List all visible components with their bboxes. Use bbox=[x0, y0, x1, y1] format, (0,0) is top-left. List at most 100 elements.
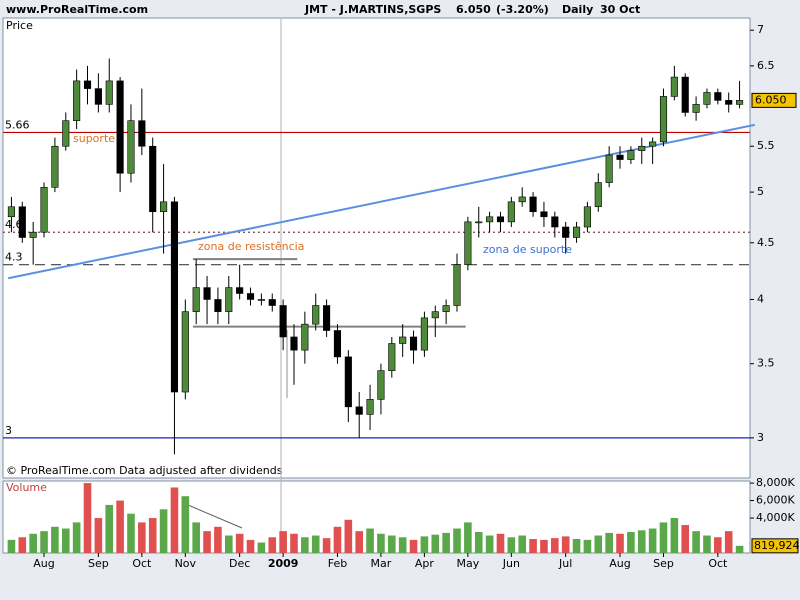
period: Daily bbox=[562, 3, 593, 16]
candle-body bbox=[83, 80, 92, 89]
candle-body bbox=[257, 299, 265, 301]
volume-bar bbox=[40, 531, 48, 553]
candle-body bbox=[551, 216, 559, 228]
volume-bar bbox=[148, 518, 157, 553]
candle-body bbox=[236, 287, 244, 294]
y-tick-label: 3.5 bbox=[757, 357, 775, 370]
volume-bar bbox=[627, 532, 635, 553]
candle-body bbox=[127, 120, 135, 174]
candle-body bbox=[225, 287, 233, 312]
candle-body bbox=[572, 226, 581, 238]
y-tick-label: 4 bbox=[757, 292, 764, 305]
candle-body bbox=[181, 311, 189, 393]
candle-body bbox=[214, 299, 222, 312]
candle-body bbox=[453, 264, 461, 306]
candle-body bbox=[333, 330, 342, 358]
volume-bar bbox=[83, 483, 92, 553]
candle-body bbox=[420, 317, 428, 351]
price-label: Price bbox=[6, 19, 33, 32]
candle-body bbox=[659, 96, 668, 143]
candle-body bbox=[138, 120, 146, 147]
x-tick-label: Sep bbox=[88, 557, 109, 570]
volume-bar bbox=[72, 522, 81, 553]
date: 30 Oct bbox=[600, 3, 640, 16]
y-tick-label: 6.5 bbox=[757, 59, 775, 72]
volume-bar bbox=[235, 533, 244, 553]
level-label: 5.66 bbox=[5, 118, 30, 131]
candle-body bbox=[431, 311, 439, 319]
x-tick-label: Aug bbox=[609, 557, 630, 570]
volume-bar bbox=[485, 535, 494, 553]
volume-bar bbox=[453, 528, 461, 553]
candle-body bbox=[627, 150, 635, 160]
volume-tick-label: 4,000K bbox=[756, 511, 795, 524]
candle-body bbox=[268, 299, 276, 306]
volume-bar bbox=[496, 533, 505, 553]
volume-bar bbox=[431, 534, 440, 553]
volume-bar bbox=[61, 528, 70, 553]
volume-panel bbox=[2, 480, 751, 554]
volume-bar bbox=[159, 509, 168, 553]
y-tick-label: 5 bbox=[757, 185, 764, 198]
last-volume-label: 819,924 bbox=[754, 539, 800, 552]
candle-body bbox=[29, 231, 37, 238]
volume-bar bbox=[442, 532, 450, 553]
candle-body bbox=[529, 196, 537, 213]
volume-bar bbox=[670, 518, 679, 553]
volume-bar bbox=[735, 545, 744, 553]
y-tick-label: 5.5 bbox=[757, 139, 775, 152]
volume-bar bbox=[301, 537, 309, 553]
volume-bar bbox=[268, 537, 277, 553]
x-tick-label: Dec bbox=[229, 557, 250, 570]
volume-bar bbox=[170, 487, 179, 553]
volume-bar bbox=[616, 533, 624, 553]
volume-bar bbox=[105, 504, 114, 553]
candle-body bbox=[355, 406, 363, 415]
volume-bar bbox=[246, 539, 255, 553]
candle-body bbox=[725, 100, 733, 105]
candle-body bbox=[649, 141, 657, 147]
volume-bar bbox=[398, 537, 407, 553]
site: www.ProRealTime.com bbox=[6, 3, 148, 16]
candle-body bbox=[692, 104, 700, 113]
candle-body bbox=[670, 76, 678, 97]
volume-bar bbox=[583, 539, 592, 553]
volume-bar bbox=[344, 519, 353, 553]
last-price-box bbox=[751, 92, 797, 108]
candle-body bbox=[366, 399, 374, 415]
volume-bar bbox=[377, 533, 385, 553]
candle-body bbox=[594, 182, 602, 208]
volume-bar bbox=[637, 530, 646, 553]
volume-bar bbox=[279, 531, 287, 553]
candle-body bbox=[377, 370, 385, 400]
level-label: 4.3 bbox=[5, 251, 23, 264]
candle-body bbox=[605, 154, 613, 183]
candle-body bbox=[62, 120, 70, 147]
volume-bar bbox=[464, 522, 472, 553]
x-tick-label: Mar bbox=[371, 557, 392, 570]
candle-body bbox=[192, 287, 200, 312]
volume-bar bbox=[507, 537, 516, 553]
volume-tick-label: 8,000K bbox=[756, 476, 795, 489]
volume-bar bbox=[224, 535, 233, 553]
y-tick-label: 7 bbox=[757, 23, 764, 36]
candle-body bbox=[616, 154, 624, 160]
volume-bar bbox=[551, 538, 559, 553]
candle-body bbox=[562, 226, 570, 238]
candle-body bbox=[475, 221, 483, 224]
candle-body bbox=[18, 206, 26, 238]
candle-body bbox=[290, 336, 298, 351]
candle-body bbox=[464, 221, 472, 265]
volume-bar bbox=[703, 535, 711, 553]
y-tick-label: 3 bbox=[757, 431, 764, 444]
volume-bar bbox=[387, 535, 396, 553]
x-tick-label: Feb bbox=[328, 557, 347, 570]
candle-body bbox=[399, 336, 407, 344]
volume-bar bbox=[474, 532, 483, 553]
volume-bar bbox=[333, 526, 342, 553]
volume-bar bbox=[322, 538, 331, 553]
volume-bar bbox=[192, 522, 200, 553]
candle-body bbox=[442, 305, 450, 312]
volume-bar bbox=[692, 531, 700, 553]
candle-body bbox=[170, 201, 179, 393]
